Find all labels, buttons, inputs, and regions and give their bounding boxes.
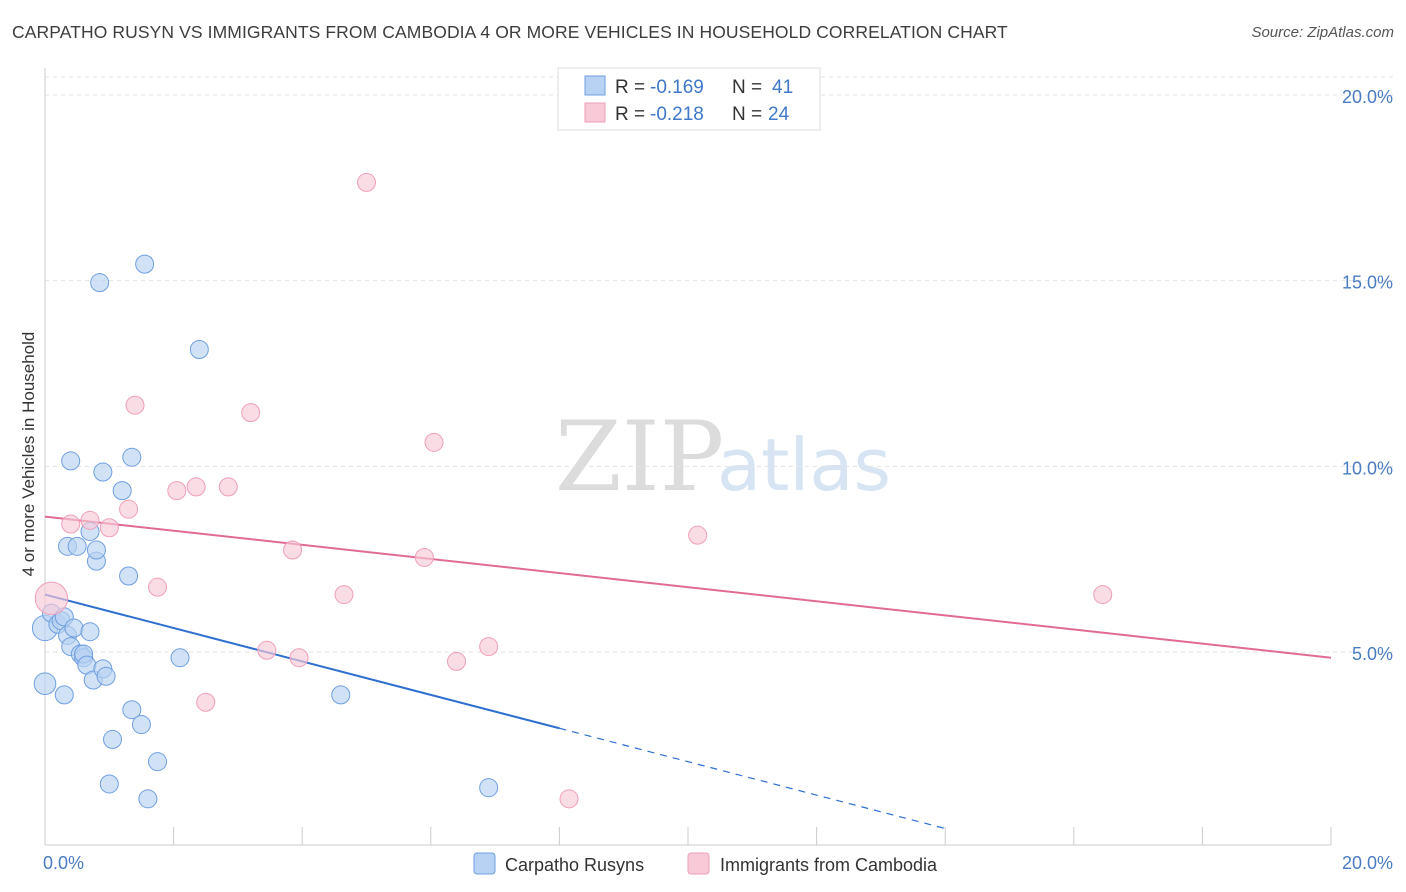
- point-rusyns-38: [331, 685, 351, 705]
- point-cambodia-22: [688, 525, 708, 545]
- point-rusyns-35: [148, 752, 168, 772]
- trend-line-rusyns-extension: [559, 727, 946, 830]
- point-rusyns-21: [86, 540, 106, 560]
- point-rusyns-11: [64, 618, 84, 638]
- point-rusyns-36: [170, 648, 190, 668]
- gridlines: [45, 76, 1394, 653]
- series-legend-swatch-cambodia: [687, 852, 710, 875]
- point-cambodia-9: [196, 692, 216, 712]
- y-tick-label-20: 20.0%: [1342, 87, 1393, 107]
- point-rusyns-0: [33, 672, 57, 696]
- legend-r-label-2: R =: [615, 104, 645, 125]
- y-tick-label-10: 10.0%: [1342, 458, 1393, 478]
- source-credit: Source: ZipAtlas.com: [1251, 24, 1394, 41]
- point-cambodia-10: [218, 477, 238, 497]
- point-cambodia-16: [357, 172, 376, 192]
- point-rusyns-5: [54, 685, 74, 705]
- y-tick-label-5: 5.0%: [1352, 644, 1393, 664]
- legend-n-label-2: N =: [732, 104, 762, 125]
- watermark-atlas: atlas: [717, 423, 891, 507]
- point-rusyns-29: [119, 566, 139, 586]
- point-cambodia-11: [241, 403, 261, 423]
- point-rusyns-32: [131, 715, 151, 735]
- point-rusyns-33: [135, 254, 155, 274]
- point-cambodia-6: [148, 577, 168, 597]
- trend-line-cambodia: [44, 515, 1332, 659]
- point-cambodia-4: [119, 499, 139, 519]
- point-cambodia-13: [283, 540, 303, 560]
- point-cambodia-14: [289, 648, 309, 668]
- y-tick-label-15: 15.0%: [1342, 273, 1393, 293]
- point-cambodia-3: [99, 518, 119, 538]
- point-rusyns-30: [122, 700, 142, 720]
- legend-n-label-1: N =: [732, 77, 762, 98]
- point-cambodia-7: [167, 481, 187, 501]
- point-rusyns-28: [112, 481, 132, 501]
- point-cambodia-8: [186, 477, 206, 497]
- point-cambodia-15: [334, 585, 354, 605]
- point-cambodia-5: [125, 395, 145, 415]
- point-rusyns-37: [189, 340, 209, 360]
- point-cambodia-18: [424, 432, 444, 452]
- y-axis-title: 4 or more Vehicles in Household: [19, 332, 38, 577]
- legend-r-value-1: -0.169: [650, 77, 704, 98]
- data-points: [31, 172, 1113, 809]
- point-cambodia-0: [34, 581, 69, 615]
- point-rusyns-22: [90, 273, 110, 293]
- series-legend-label-cambodia: Immigrants from Cambodia: [720, 855, 938, 875]
- watermark-zip: ZIP: [555, 401, 724, 513]
- legend-swatch-cambodia: [584, 102, 606, 123]
- series-legend: Carpatho Rusyns Immigrants from Cambodia: [473, 852, 938, 875]
- point-cambodia-1: [61, 514, 81, 534]
- series-legend-swatch-rusyns: [473, 852, 496, 875]
- series-legend-label-rusyns: Carpatho Rusyns: [505, 855, 644, 875]
- point-cambodia-23: [1093, 585, 1113, 605]
- legend-r-label-1: R =: [615, 77, 645, 98]
- point-cambodia-12: [257, 640, 277, 660]
- axes: [44, 68, 1332, 846]
- point-rusyns-27: [103, 729, 123, 749]
- point-rusyns-31: [122, 447, 142, 467]
- point-cambodia-21: [559, 789, 579, 809]
- point-cambodia-2: [80, 510, 100, 530]
- x-tick-label-min: 0.0%: [43, 853, 84, 873]
- point-cambodia-19: [447, 651, 467, 671]
- legend-n-value-2: 24: [768, 104, 790, 125]
- point-rusyns-25: [96, 666, 116, 686]
- point-cambodia-20: [479, 637, 499, 657]
- point-cambodia-17: [414, 547, 434, 567]
- point-rusyns-39: [479, 778, 499, 798]
- point-rusyns-26: [99, 774, 119, 794]
- stats-legend: R = -0.169 N = 41 R = -0.218 N = 24: [557, 67, 821, 131]
- point-rusyns-17: [80, 622, 100, 642]
- legend-r-value-2: -0.218: [650, 104, 704, 125]
- point-rusyns-12: [67, 536, 87, 556]
- legend-n-value-1: 41: [772, 77, 793, 98]
- legend-swatch-rusyns: [584, 75, 606, 96]
- point-rusyns-23: [93, 462, 113, 482]
- tick-labels: 5.0% 10.0% 15.0% 20.0% 0.0% 20.0%: [43, 87, 1393, 873]
- point-rusyns-10: [61, 451, 81, 471]
- trend-lines: [44, 515, 1332, 830]
- x-tick-label-max: 20.0%: [1342, 853, 1393, 873]
- chart-title: CARPATHO RUSYN VS IMMIGRANTS FROM CAMBOD…: [12, 22, 1008, 42]
- point-rusyns-34: [138, 789, 158, 809]
